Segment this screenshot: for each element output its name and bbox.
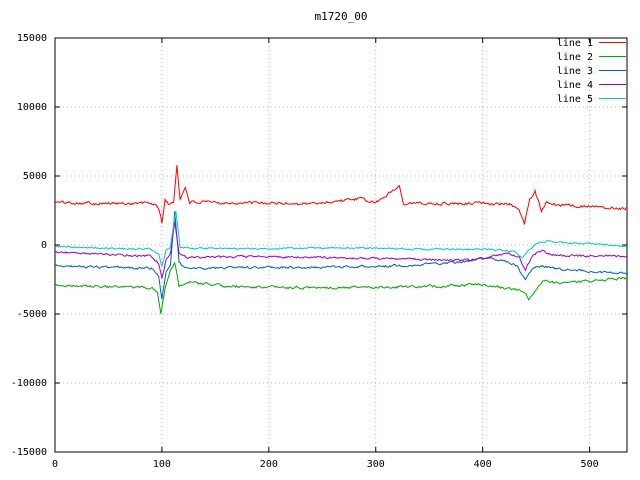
legend-label: line 1 <box>557 38 593 49</box>
y-tick-label: 10000 <box>17 102 47 113</box>
x-tick-label: 500 <box>581 459 599 470</box>
plot-border <box>54 37 628 453</box>
chart-title: m1720_00 <box>314 10 368 23</box>
y-tick-label: -5000 <box>17 309 47 320</box>
y-tick-label: 5000 <box>23 171 47 182</box>
x-tick-label: 100 <box>153 459 171 470</box>
y-tick-label: -15000 <box>11 447 47 458</box>
series-line-1 <box>54 165 628 225</box>
series-line-4 <box>54 221 628 279</box>
legend-label: line 5 <box>557 94 593 105</box>
y-tick-label: 0 <box>41 240 47 251</box>
series-line-5 <box>54 210 628 268</box>
legend-label: line 3 <box>557 66 593 77</box>
legend-label: line 2 <box>557 52 593 63</box>
series-line-2 <box>54 261 628 314</box>
x-tick-label: 200 <box>260 459 278 470</box>
x-tick-label: 0 <box>52 459 58 470</box>
legend-label: line 4 <box>557 80 593 91</box>
y-tick-label: 15000 <box>17 33 47 44</box>
x-tick-label: 400 <box>474 459 492 470</box>
y-tick-label: -10000 <box>11 378 47 389</box>
series-line-3 <box>54 211 628 300</box>
x-tick-label: 300 <box>367 459 385 470</box>
